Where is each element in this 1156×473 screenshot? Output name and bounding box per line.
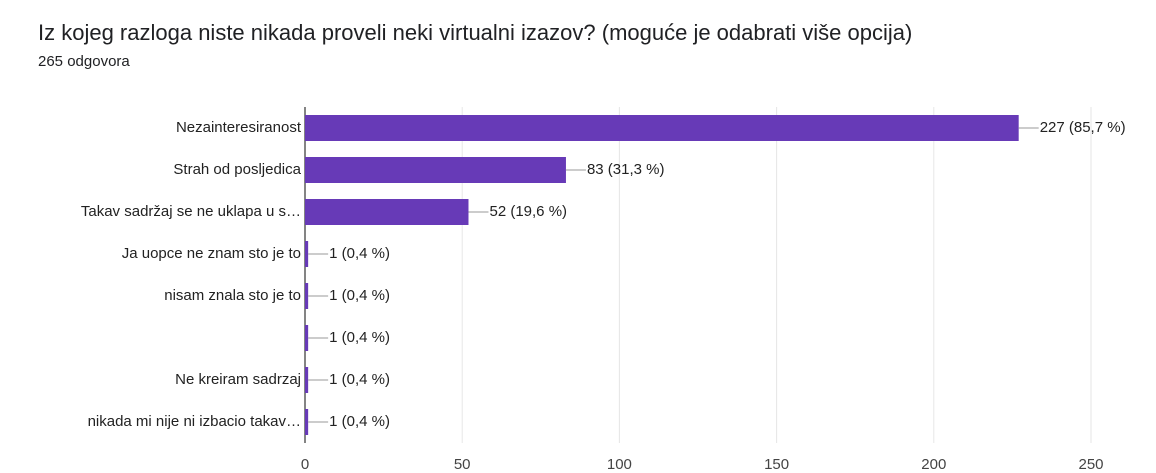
- value-label: 83 (31,3 %): [587, 161, 665, 178]
- y-tick-label: Strah od posljedica: [173, 161, 301, 178]
- y-tick-label: nikada mi nije ni izbacio takav…: [88, 413, 301, 430]
- value-label: 1 (0,4 %): [329, 287, 390, 304]
- bar: [305, 241, 309, 267]
- y-tick-label: Takav sadržaj se ne uklapa u s…: [81, 203, 301, 220]
- x-tick-label: 200: [921, 456, 946, 473]
- bar: [305, 199, 469, 225]
- y-tick-label: nisam znala sto je to: [164, 287, 301, 304]
- value-label: 227 (85,7 %): [1040, 119, 1126, 136]
- chart-subtitle: 265 odgovora: [38, 53, 130, 70]
- bar: [305, 157, 566, 183]
- bar: [305, 283, 309, 309]
- y-tick-label: Ne kreiram sadrzaj: [175, 371, 301, 388]
- bar: [305, 115, 1019, 141]
- value-label: 1 (0,4 %): [329, 329, 390, 346]
- value-label: 1 (0,4 %): [329, 245, 390, 262]
- y-tick-label: Nezainteresiranost: [176, 119, 302, 136]
- x-tick-label: 50: [454, 456, 471, 473]
- x-tick-label: 100: [607, 456, 632, 473]
- y-tick-label: Ja uopce ne znam sto je to: [122, 245, 301, 262]
- value-label: 1 (0,4 %): [329, 371, 390, 388]
- x-tick-label: 250: [1078, 456, 1103, 473]
- x-tick-label: 0: [301, 456, 309, 473]
- value-label: 1 (0,4 %): [329, 413, 390, 430]
- x-tick-label: 150: [764, 456, 789, 473]
- chart-title: Iz kojeg razloga niste nikada proveli ne…: [38, 20, 912, 45]
- value-label: 52 (19,6 %): [489, 203, 567, 220]
- bar: [305, 409, 309, 435]
- bar: [305, 367, 309, 393]
- bar: [305, 325, 309, 351]
